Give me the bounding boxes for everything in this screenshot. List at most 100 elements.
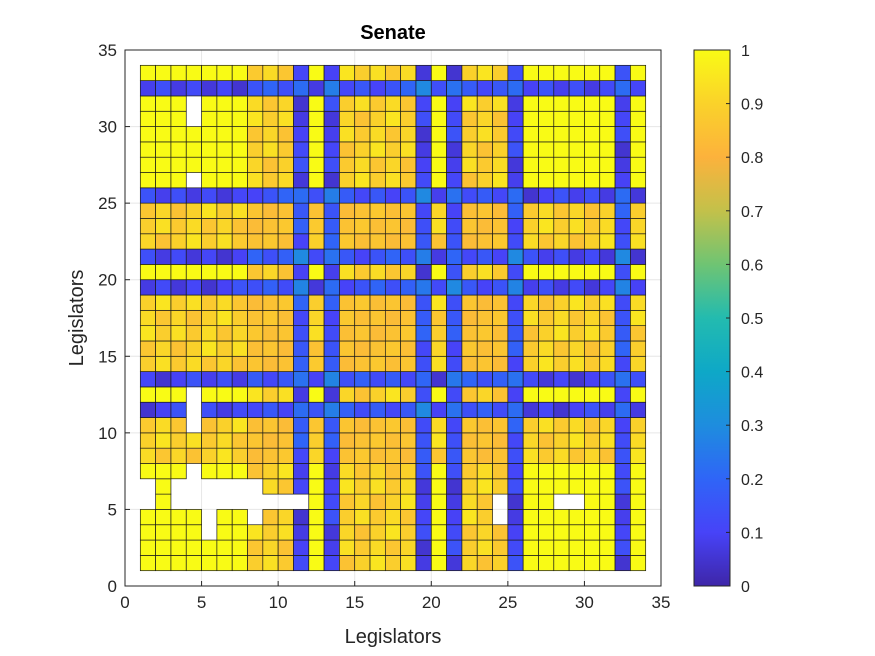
heatmap-cell [630, 248, 647, 265]
heatmap-cell [170, 340, 187, 357]
heatmap-cell [415, 156, 432, 173]
heatmap-cell [216, 447, 233, 464]
heatmap-cell [155, 233, 172, 250]
heatmap-cell [538, 218, 555, 235]
heatmap-cell [476, 355, 493, 372]
heatmap-cell [339, 463, 356, 480]
heatmap-cell [492, 64, 509, 81]
heatmap-cell [584, 309, 601, 327]
heatmap-cell [476, 432, 493, 449]
heatmap-cell [308, 355, 325, 372]
heatmap-cell [507, 110, 524, 127]
heatmap-cell [430, 463, 447, 480]
heatmap-cell [277, 478, 294, 495]
heatmap-cell [492, 80, 509, 97]
heatmap-cell [461, 401, 478, 418]
heatmap-cell [201, 386, 218, 403]
heatmap-cell [369, 539, 386, 556]
heatmap-cell [630, 386, 647, 403]
heatmap-cell [492, 248, 509, 265]
heatmap-cell [201, 248, 218, 265]
heatmap-cell [400, 64, 417, 81]
heatmap-cell [476, 156, 493, 173]
heatmap-cell [522, 478, 539, 495]
heatmap-cell [492, 386, 509, 403]
heatmap-cell [461, 463, 478, 480]
heatmap-cell [568, 417, 585, 434]
heatmap-cell [553, 202, 570, 219]
heatmap-cell [354, 355, 371, 372]
heatmap-cell [568, 202, 585, 219]
heatmap-cell [293, 187, 310, 204]
heatmap-cell [476, 126, 493, 143]
heatmap-cell [231, 432, 248, 449]
heatmap-cell [630, 233, 647, 250]
heatmap-cell [446, 248, 463, 265]
heatmap-cell [216, 233, 233, 250]
heatmap-cell [446, 309, 463, 327]
x-tick-label: 15 [345, 593, 364, 612]
heatmap-cell [476, 447, 493, 464]
heatmap-cell [231, 386, 248, 403]
heatmap-cell [599, 386, 616, 403]
heatmap-cell [170, 264, 187, 281]
heatmap-cell [568, 156, 585, 173]
heatmap-cell [400, 110, 417, 127]
heatmap-cell [507, 264, 524, 281]
y-tick-label: 35 [98, 41, 117, 60]
heatmap-cell [339, 478, 356, 495]
heatmap-cell [384, 509, 402, 526]
heatmap-cell [323, 309, 340, 327]
colorbar-tick-label: 0.5 [741, 311, 763, 328]
heatmap-cell [323, 264, 340, 281]
heatmap-cell [553, 401, 570, 418]
heatmap-cell [599, 110, 616, 127]
heatmap-cell [155, 463, 172, 480]
heatmap-cell [446, 555, 463, 572]
heatmap-cell [584, 264, 601, 281]
heatmap-cell [293, 80, 310, 97]
heatmap-cell [522, 386, 539, 403]
heatmap-cell [553, 294, 570, 311]
heatmap-cell [614, 279, 631, 296]
heatmap-cell [384, 95, 402, 112]
heatmap-cell [369, 141, 386, 158]
heatmap-cell [369, 187, 386, 204]
heatmap-cell [630, 340, 647, 357]
heatmap-cell [553, 325, 570, 342]
heatmap-cell [400, 355, 417, 372]
heatmap-cell [354, 279, 371, 296]
heatmap-cell [599, 126, 616, 143]
heatmap-cell [293, 233, 310, 250]
heatmap-cell [247, 279, 264, 296]
heatmap-cell [446, 80, 463, 97]
heatmap-cell [614, 187, 631, 204]
heatmap-cell [522, 172, 539, 189]
heatmap-cell [201, 401, 218, 418]
heatmap-cell [277, 64, 294, 81]
heatmap-cell [400, 478, 417, 495]
heatmap-cell [415, 478, 432, 495]
heatmap-cell [568, 524, 585, 541]
heatmap-cell [369, 95, 386, 112]
heatmap-cell [553, 95, 570, 112]
heatmap-cell [247, 417, 264, 434]
heatmap-cell [507, 233, 524, 250]
heatmap-cell [262, 432, 279, 449]
heatmap-cell [170, 80, 187, 97]
heatmap-cell [369, 355, 386, 372]
heatmap-cell [446, 279, 463, 296]
heatmap-cell [201, 110, 218, 127]
heatmap-cell [247, 172, 264, 189]
heatmap-cell [584, 432, 601, 449]
heatmap-cell [277, 463, 294, 480]
heatmap-cell [400, 172, 417, 189]
heatmap-cell [430, 325, 447, 342]
heatmap-cell [247, 95, 264, 112]
heatmap-cell [553, 340, 570, 357]
heatmap-cell [339, 172, 356, 189]
heatmap-cell [216, 187, 233, 204]
heatmap-cell [522, 447, 539, 464]
heatmap-cell [568, 126, 585, 143]
heatmap-cell [308, 340, 325, 357]
